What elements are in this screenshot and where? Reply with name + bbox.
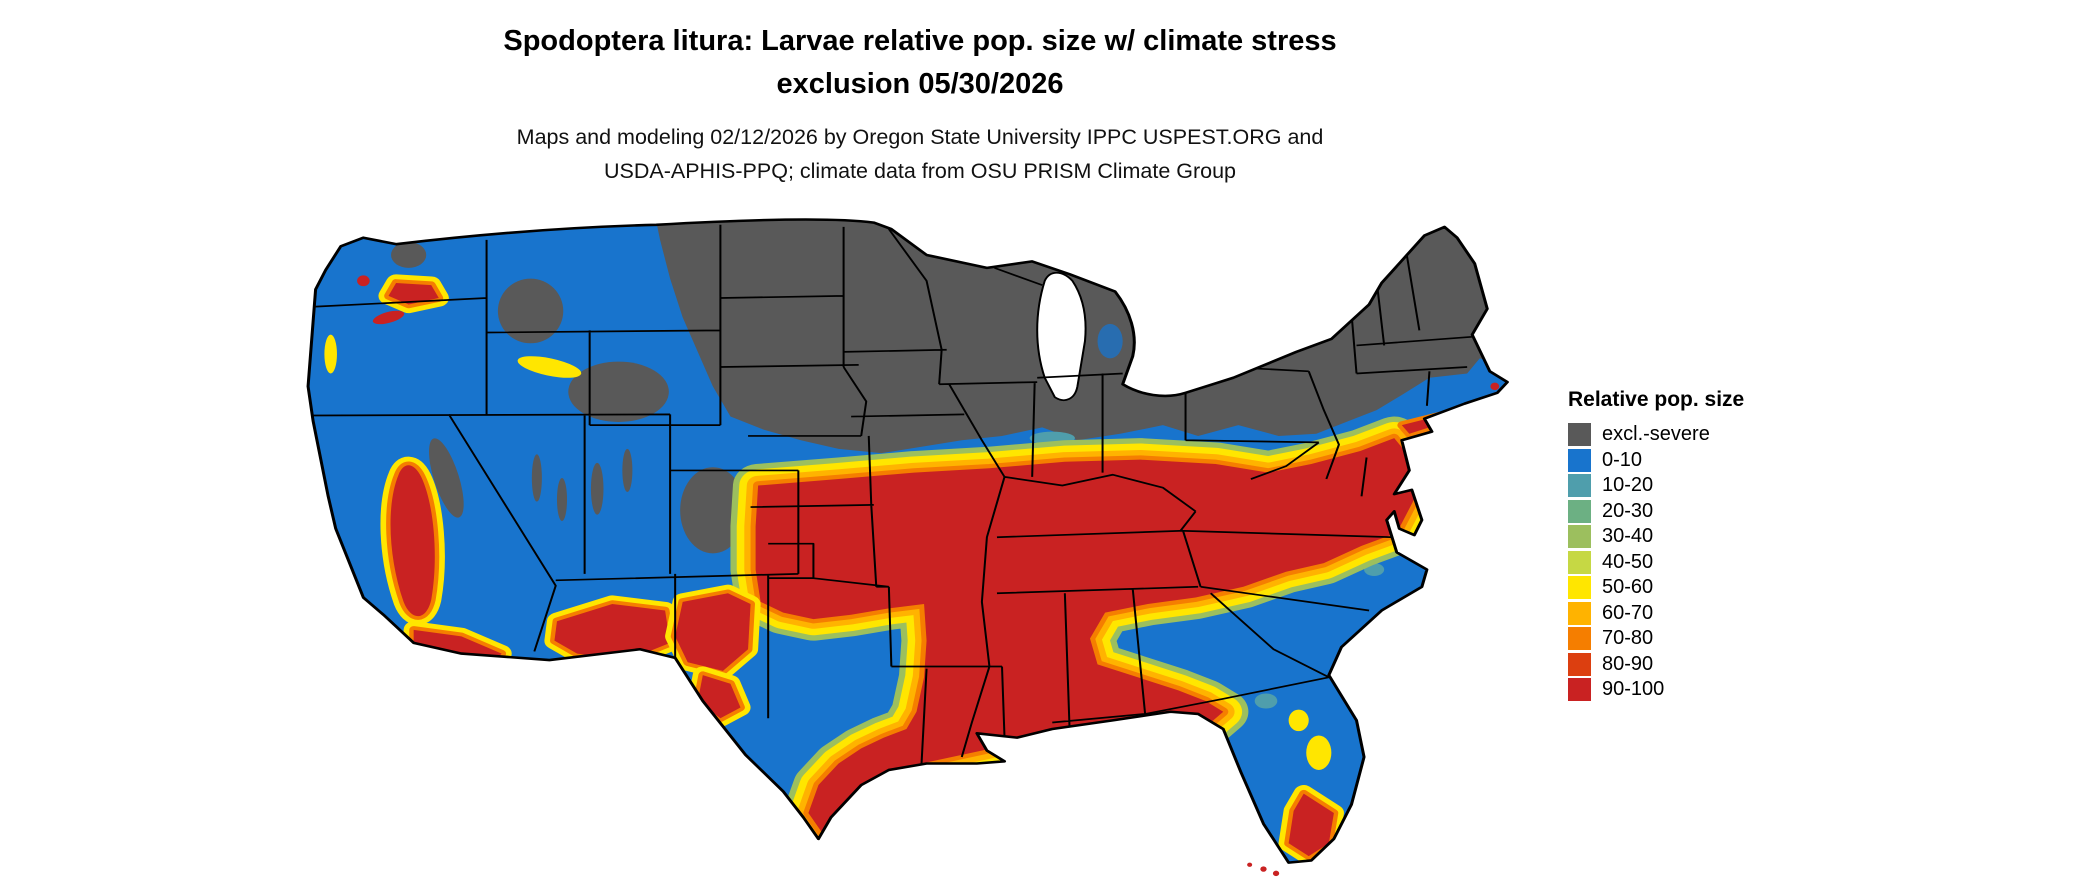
- legend-item: 70-80: [1568, 626, 1744, 652]
- legend-item: 40-50: [1568, 550, 1744, 576]
- map-subtitle-line2: USDA-APHIS-PPQ; climate data from OSU PR…: [603, 159, 1237, 183]
- legend-swatch-30-40: [1568, 525, 1591, 549]
- map-subtitle: Maps and modeling 02/12/2026 by Oregon S…: [0, 120, 1840, 188]
- legend-label: 40-50: [1602, 550, 1654, 573]
- legend-item: 10-20: [1568, 473, 1744, 499]
- legend-item: 20-30: [1568, 499, 1744, 525]
- legend-swatch-90-100: [1568, 678, 1591, 702]
- legend-label: 20-30: [1602, 499, 1654, 522]
- legend-swatch-20-30: [1568, 499, 1591, 523]
- florida-keys: [1247, 862, 1280, 877]
- state-borders: [310, 224, 1473, 764]
- map-subtitle-line1: Maps and modeling 02/12/2026 by Oregon S…: [516, 125, 1324, 149]
- legend-swatch-70-80: [1568, 627, 1591, 651]
- legend-item: 90-100: [1568, 677, 1744, 703]
- legend-label: 60-70: [1602, 601, 1654, 624]
- legend-item: 80-90: [1568, 652, 1744, 678]
- legend-label: 30-40: [1602, 525, 1654, 548]
- legend-label: 10-20: [1602, 474, 1654, 497]
- map-title-line2: exclusion 05/30/2026: [776, 68, 1064, 100]
- legend-swatch-80-90: [1568, 652, 1591, 676]
- legend-swatch-excl-severe: [1568, 423, 1591, 447]
- us-map-svg: [306, 217, 1509, 877]
- map-title: Spodoptera litura: Larvae relative pop. …: [0, 20, 1840, 106]
- legend-item: 60-70: [1568, 601, 1744, 627]
- legend-item: 30-40: [1568, 524, 1744, 550]
- legend-label: 90-100: [1602, 678, 1665, 701]
- legend-swatch-60-70: [1568, 601, 1591, 625]
- legend-item: 0-10: [1568, 448, 1744, 474]
- map-region-excluded: [391, 219, 1508, 554]
- legend-item: excl.-severe: [1568, 422, 1744, 448]
- us-choropleth-map: [298, 214, 1530, 882]
- legend: Relative pop. size excl.-severe 0-10 10-…: [1568, 388, 1744, 703]
- map-title-line1: Spodoptera litura: Larvae relative pop. …: [503, 25, 1337, 57]
- map-region-mid-population: [324, 323, 1385, 770]
- legend-label: 50-60: [1602, 576, 1654, 599]
- legend-title: Relative pop. size: [1568, 388, 1745, 411]
- legend-item: 50-60: [1568, 575, 1744, 601]
- legend-label: 80-90: [1602, 652, 1654, 675]
- legend-swatch-10-20: [1568, 474, 1591, 498]
- lake-michigan: [1036, 271, 1087, 401]
- legend-label: excl.-severe: [1602, 423, 1710, 446]
- legend-swatch-50-60: [1568, 576, 1591, 600]
- map-region-high-population: [357, 275, 1500, 856]
- legend-label: 0-10: [1602, 448, 1643, 471]
- legend-label: 70-80: [1602, 627, 1654, 650]
- legend-swatch-40-50: [1568, 550, 1591, 574]
- legend-swatch-0-10: [1568, 448, 1591, 472]
